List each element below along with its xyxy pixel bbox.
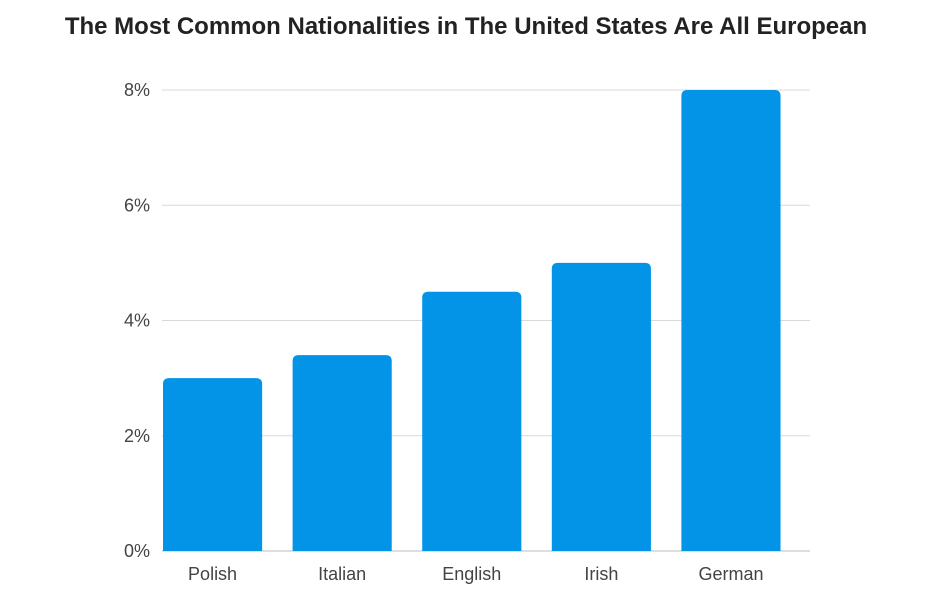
y-tick-label-8: 8% <box>124 80 150 100</box>
x-axis: Polish Italian English Irish German <box>188 564 763 584</box>
y-tick-label-2: 2% <box>124 426 150 446</box>
y-axis: 0% 2% 4% 6% 8% <box>124 80 150 561</box>
bars <box>163 90 781 551</box>
bar-english <box>422 291 522 551</box>
x-tick-label-italian: Italian <box>318 564 366 584</box>
bar-german <box>681 90 781 551</box>
chart-title: The Most Common Nationalities in The Uni… <box>64 13 868 40</box>
x-tick-label-polish: Polish <box>188 564 237 584</box>
x-tick-label-irish: Irish <box>584 564 618 584</box>
bar-italian <box>292 355 392 551</box>
y-tick-label-4: 4% <box>124 311 150 331</box>
x-tick-label-english: English <box>442 564 501 584</box>
y-tick-label-0: 0% <box>124 541 150 561</box>
bar-irish <box>551 262 651 551</box>
bar-polish <box>163 378 263 551</box>
x-tick-label-german: German <box>698 564 763 584</box>
y-tick-label-6: 6% <box>124 195 150 215</box>
